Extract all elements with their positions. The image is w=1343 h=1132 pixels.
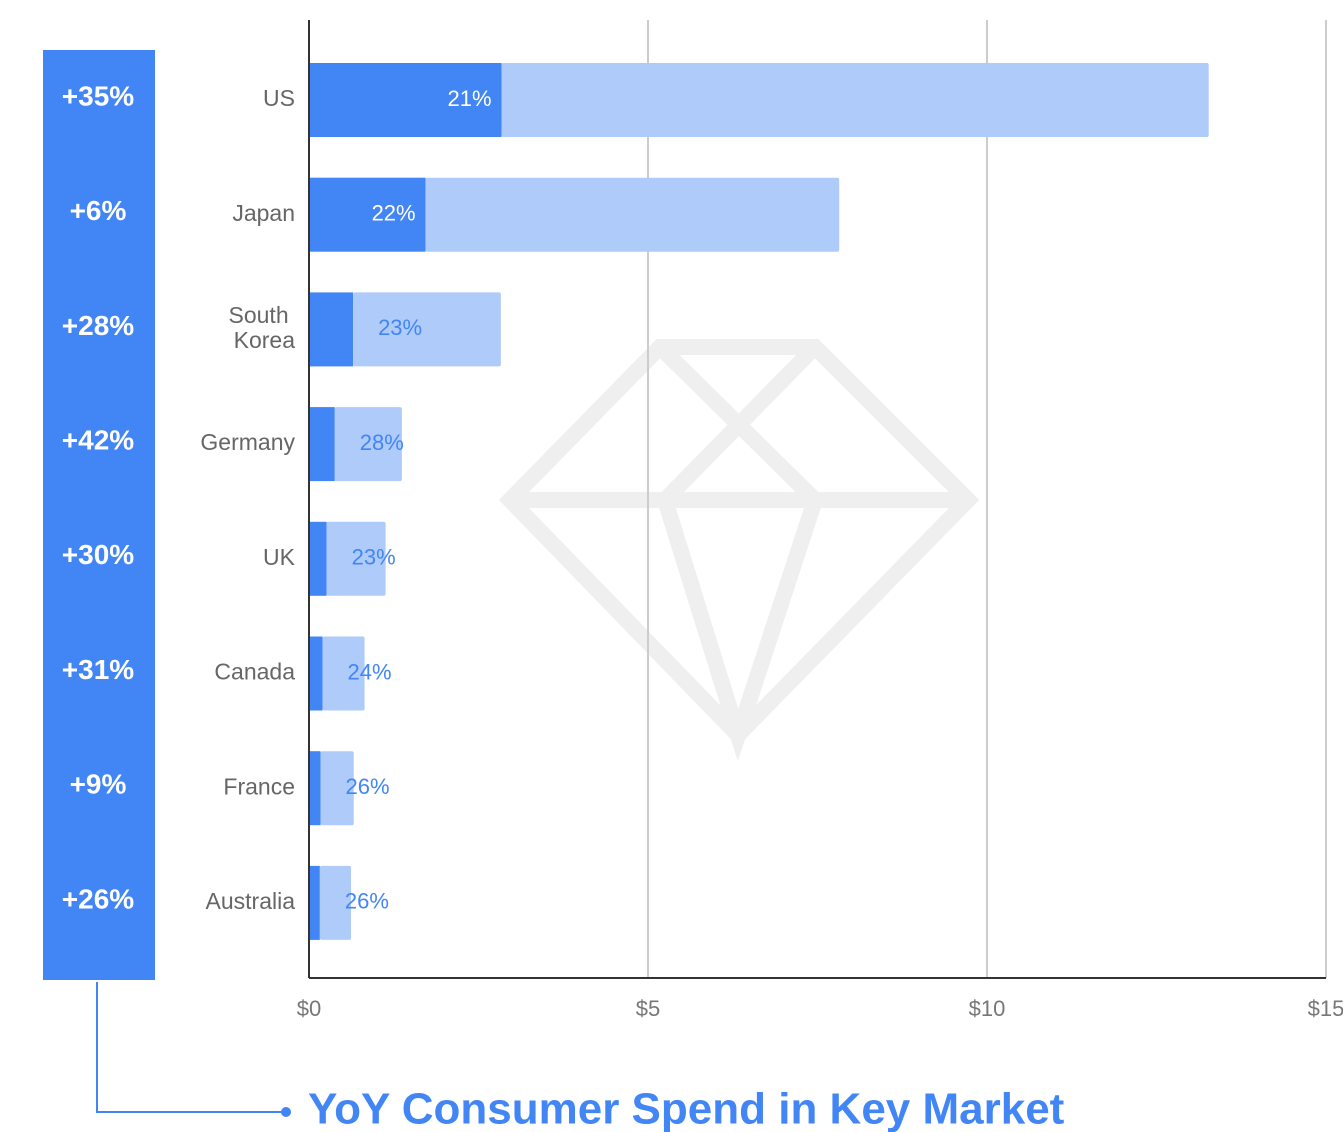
bar-segment [309,521,327,596]
bar-segment [309,751,321,826]
share-label: 21% [448,86,492,111]
yoy-label: +26% [62,883,134,914]
yoy-label: +30% [62,539,134,570]
share-label: 26% [346,774,390,799]
share-label: 24% [348,659,392,684]
x-tick-label: $5 [636,996,660,1021]
yoy-label: +6% [70,195,127,226]
bar-segment [309,63,502,137]
bar-segment [334,407,402,482]
yoy-label: +42% [62,424,134,455]
share-label: 23% [352,545,396,570]
bar-segment [322,636,365,711]
bar-segment [309,865,320,940]
share-label: 23% [378,315,422,340]
bar-segment [320,751,354,826]
y-tick-label: Germany [200,429,295,455]
x-tick-label: $0 [297,996,321,1021]
yoy-column [43,50,155,980]
bar-segment [326,521,386,596]
yoy-label: +28% [62,310,134,341]
share-label: 28% [360,430,404,455]
bar-segment [501,63,1209,137]
connector [96,982,285,1113]
share-label: 22% [372,201,416,226]
bar-segment [319,865,352,940]
y-tick-label: US [263,85,295,111]
yoy-label: +31% [62,654,134,685]
y-tick-label: UK [263,544,296,570]
bar-segment [309,636,323,711]
bar-segment [309,407,335,482]
chart-title: YoY Consumer Spend in Key Market [308,1085,1065,1132]
x-tick-label: $10 [969,996,1006,1021]
yoy-label: +35% [62,80,134,111]
x-tick-label: $15 [1308,996,1343,1021]
y-tick-label: France [223,773,295,799]
share-label: 26% [345,889,389,914]
connector-dot [281,1107,291,1117]
y-tick-label: Japan [232,200,295,226]
yoy-label: +9% [70,769,127,800]
bar-segment [309,292,354,367]
y-tick-label: Australia [206,888,296,914]
bar-segment [425,177,840,252]
bar-segment [309,177,426,252]
y-tick-label: South Korea [229,302,296,353]
watermark [498,339,980,762]
bar-segment [353,292,501,367]
y-tick-label: Canada [214,659,295,685]
